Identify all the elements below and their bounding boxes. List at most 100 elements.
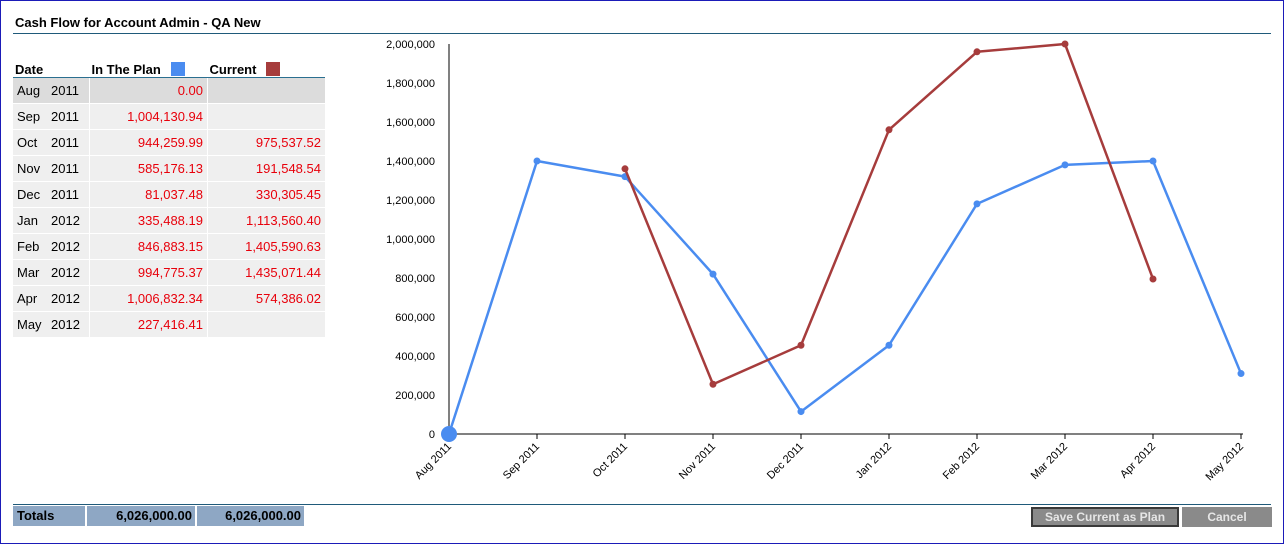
table-row: Jan 2012 335,488.19 1,113,560.40 xyxy=(13,207,325,234)
table-row: Sep 2011 1,004,130.94 xyxy=(13,103,325,130)
plan-series-line xyxy=(447,159,1243,435)
plan-data-point xyxy=(885,341,893,349)
header-current: Current xyxy=(207,57,325,78)
current-data-point xyxy=(709,380,717,388)
table-row: Apr 2012 1,006,832.34 574,386.02 xyxy=(13,285,325,312)
cell-plan: 335,488.19 xyxy=(89,207,208,234)
current-legend-swatch xyxy=(266,62,281,76)
current-data-point xyxy=(621,165,629,173)
table-row: Oct 2011 944,259.99 975,537.52 xyxy=(13,129,325,156)
cell-plan: 0.00 xyxy=(89,77,208,104)
x-tick-label: Sep 2011 xyxy=(501,441,542,482)
current-data-point xyxy=(1061,40,1069,48)
table-header-row: Date In The Plan Current xyxy=(13,57,325,78)
table-row: Mar 2012 994,775.37 1,435,071.44 xyxy=(13,259,325,286)
header-plan: In The Plan xyxy=(89,57,208,78)
cell-year: 2012 xyxy=(51,233,90,260)
save-current-as-plan-button[interactable]: Save Current as Plan xyxy=(1031,507,1179,527)
table-row: May 2012 227,416.41 xyxy=(13,311,325,338)
y-tick-label: 1,000,000 xyxy=(386,234,435,246)
cell-month: Feb xyxy=(13,233,51,260)
cell-current: 330,305.45 xyxy=(207,181,325,208)
cell-current: 574,386.02 xyxy=(207,285,325,312)
footer-divider xyxy=(13,504,1271,505)
cell-plan: 994,775.37 xyxy=(89,259,208,286)
y-tick-label: 800,000 xyxy=(395,273,435,285)
cell-year: 2012 xyxy=(51,285,90,312)
cell-year: 2011 xyxy=(51,103,90,130)
plan-data-point xyxy=(973,200,981,208)
cell-year: 2011 xyxy=(51,129,90,156)
table-row: Nov 2011 585,176.13 191,548.54 xyxy=(13,155,325,182)
x-tick-label: Oct 2011 xyxy=(591,441,630,480)
y-tick-label: 400,000 xyxy=(395,351,435,363)
cell-plan: 81,037.48 xyxy=(89,181,208,208)
cell-month: May xyxy=(13,311,51,338)
page-title: Cash Flow for Account Admin - QA New xyxy=(15,15,261,30)
cell-current: 975,537.52 xyxy=(207,129,325,156)
cell-year: 2011 xyxy=(51,181,90,208)
totals-current: 6,026,000.00 xyxy=(225,508,301,523)
header-date: Date xyxy=(13,57,90,78)
cell-month: Aug xyxy=(13,77,51,104)
y-tick-label: 2,000,000 xyxy=(386,39,435,51)
plan-data-point xyxy=(1149,157,1157,165)
cell-month: Mar xyxy=(13,259,51,286)
cell-month: Dec xyxy=(13,181,51,208)
plan-data-point xyxy=(1061,161,1069,169)
cell-year: 2011 xyxy=(51,155,90,182)
plan-data-point xyxy=(709,270,717,278)
y-tick-label: 1,800,000 xyxy=(386,78,435,90)
table-row: Dec 2011 81,037.48 330,305.45 xyxy=(13,181,325,208)
cell-current: 1,405,590.63 xyxy=(207,233,325,260)
totals-divider xyxy=(195,506,197,526)
y-tick-label: 200,000 xyxy=(395,390,435,402)
cash-flow-table: Date In The Plan Current Aug 2011 0.00 Sep 2… xyxy=(13,57,325,338)
cell-year: 2012 xyxy=(51,207,90,234)
cell-year: 2012 xyxy=(51,259,90,286)
cell-current xyxy=(207,311,325,338)
cell-plan: 1,004,130.94 xyxy=(89,103,208,130)
y-tick-label: 0 xyxy=(429,429,435,441)
header-plan-label: In The Plan xyxy=(91,62,161,77)
cell-current: 1,113,560.40 xyxy=(207,207,325,234)
cell-month: Oct xyxy=(13,129,51,156)
cash-flow-chart: 0 200,000 400,000 600,000 800,000 1,000,000 1,… xyxy=(386,39,1246,483)
plan-legend-swatch xyxy=(170,62,185,76)
cell-year: 2012 xyxy=(51,311,90,338)
totals-bar: Totals 6,026,000.00 6,026,000.00 xyxy=(13,506,304,526)
cell-current xyxy=(207,77,325,104)
totals-plan: 6,026,000.00 xyxy=(116,508,192,523)
totals-divider xyxy=(85,506,87,526)
current-data-point xyxy=(1149,275,1157,283)
cell-month: Nov xyxy=(13,155,51,182)
cell-month: Apr xyxy=(13,285,51,312)
plan-data-point xyxy=(1237,370,1245,378)
table-row: Aug 2011 0.00 xyxy=(13,77,325,104)
x-tick-label: Jan 2012 xyxy=(854,441,894,481)
cell-current: 1,435,071.44 xyxy=(207,259,325,286)
cell-plan: 846,883.15 xyxy=(89,233,208,260)
plan-data-point xyxy=(533,157,541,165)
cell-current xyxy=(207,103,325,130)
x-tick-label: Aug 2011 xyxy=(413,441,454,482)
cell-plan: 585,176.13 xyxy=(89,155,208,182)
x-tick-label: Dec 2011 xyxy=(765,441,806,482)
current-series-line xyxy=(623,42,1155,386)
current-data-point xyxy=(797,341,805,349)
cell-current: 191,548.54 xyxy=(207,155,325,182)
title-divider xyxy=(13,33,1271,34)
current-data-point xyxy=(885,126,893,134)
totals-label: Totals xyxy=(17,508,55,523)
x-tick-label: Feb 2012 xyxy=(941,441,982,482)
plan-data-point xyxy=(797,408,805,416)
cell-month: Jan xyxy=(13,207,51,234)
x-tick-label: Mar 2012 xyxy=(1029,441,1070,482)
cell-year: 2011 xyxy=(51,77,90,104)
cell-plan: 227,416.41 xyxy=(89,311,208,338)
header-current-label: Current xyxy=(209,62,257,77)
plan-data-point xyxy=(441,426,457,442)
table-row: Feb 2012 846,883.15 1,405,590.63 xyxy=(13,233,325,260)
cell-plan: 1,006,832.34 xyxy=(89,285,208,312)
cancel-button[interactable]: Cancel xyxy=(1182,507,1272,527)
